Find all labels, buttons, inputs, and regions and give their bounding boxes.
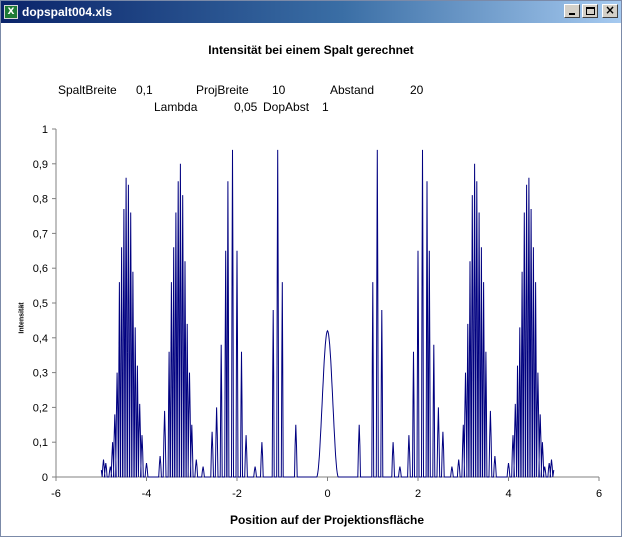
y-tick-label: 0,1 — [33, 437, 48, 449]
chart-title: Intensität bei einem Spalt gerechnet — [208, 43, 414, 57]
title-bar[interactable]: X dopspalt004.xls × — [1, 1, 621, 23]
x-tick-label: -2 — [232, 488, 242, 500]
maximize-icon — [586, 7, 595, 15]
y-axis-label: Intensität — [18, 302, 26, 334]
x-tick-label: -6 — [51, 488, 61, 500]
y-ticks: 0 0,1 0,2 0,3 0,4 0,5 0,6 0,7 0,8 0,9 1 — [33, 124, 56, 484]
dopabst-value: 1 — [322, 100, 329, 114]
window-controls: × — [564, 3, 618, 18]
x-tick-label: 6 — [596, 488, 602, 500]
y-tick-label: 0,8 — [33, 194, 48, 206]
y-tick-label: 1 — [42, 124, 48, 136]
intensity-series-line — [100, 149, 555, 478]
dopabst-label: DopAbst — [263, 100, 310, 114]
chart-axes — [55, 129, 599, 478]
y-tick-label: 0,7 — [33, 228, 48, 240]
excel-icon[interactable]: X — [4, 5, 18, 19]
y-tick-label: 0,3 — [33, 368, 48, 380]
y-tick-label: 0,9 — [33, 159, 48, 171]
y-tick-label: 0 — [42, 472, 48, 484]
abstand-value: 20 — [410, 83, 424, 97]
projbreite-value: 10 — [272, 83, 286, 97]
y-tick-label: 0,6 — [33, 263, 48, 275]
lambda-value: 0,05 — [234, 100, 258, 114]
maximize-button[interactable] — [582, 4, 598, 18]
lambda-label: Lambda — [154, 100, 198, 114]
close-icon: × — [604, 3, 616, 17]
abstand-label: Abstand — [330, 83, 375, 97]
close-button[interactable]: × — [602, 3, 618, 18]
x-tick-label: 2 — [415, 488, 421, 500]
x-tick-label: -4 — [142, 488, 152, 500]
y-tick-label: 0,5 — [33, 298, 48, 310]
x-ticks: -6 -4 -2 0 2 4 6 — [51, 477, 602, 500]
projbreite-label: ProjBreite — [196, 83, 249, 97]
spaltbreite-label: SpaltBreite — [58, 83, 117, 97]
series-group — [100, 149, 555, 478]
minimize-icon — [569, 13, 575, 15]
window-title: dopspalt004.xls — [22, 5, 113, 19]
y-tick-label: 0,4 — [33, 333, 48, 345]
x-tick-label: 4 — [505, 488, 511, 500]
x-tick-label: 0 — [324, 488, 330, 500]
minimize-button[interactable] — [564, 4, 580, 18]
spaltbreite-value: 0,1 — [136, 83, 153, 97]
x-axis-label: Position auf der Projektionsfläche — [229, 513, 425, 527]
y-tick-label: 0,2 — [33, 402, 48, 414]
